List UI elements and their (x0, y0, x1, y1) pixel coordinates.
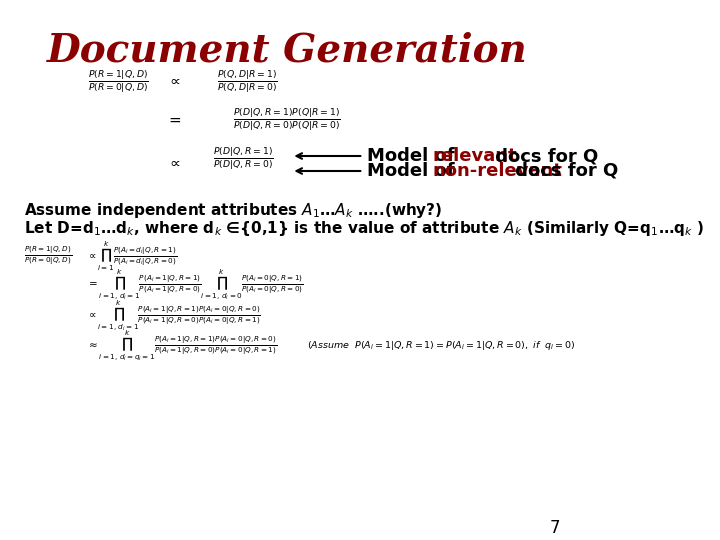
Text: Model of: Model of (367, 147, 461, 165)
Text: relevant: relevant (433, 147, 518, 165)
Text: $\propto$: $\propto$ (167, 155, 181, 169)
Text: $\frac{P(R=1|Q,D)}{P(R=0|Q,D)}$: $\frac{P(R=1|Q,D)}{P(R=0|Q,D)}$ (88, 69, 148, 95)
Text: $\propto \prod_{i=1,\,d_i=1}^{k} \frac{P(A_i=1|Q,R=1)P(A_i=0|Q,R=0)}{P(A_i=1|Q,R: $\propto \prod_{i=1,\,d_i=1}^{k} \frac{P… (86, 299, 261, 333)
Text: $(Assume\ \ P(A_i=1|Q,R=1) = P(A_i=1|Q,R=0),\ if\ \ q_i = 0)$: $(Assume\ \ P(A_i=1|Q,R=1) = P(A_i=1|Q,R… (307, 340, 576, 353)
Text: Model of: Model of (367, 162, 461, 180)
Text: $\frac{P(Q,D|R=1)}{P(Q,D|R=0)}$: $\frac{P(Q,D|R=1)}{P(Q,D|R=0)}$ (217, 69, 278, 95)
Text: non-relevant: non-relevant (433, 162, 562, 180)
Text: $\approx \prod_{i=1,\,d_i=q_i=1}^{k} \frac{P(A_i=1|Q,R=1)P(A_i=0|Q,R=0)}{P(A_i=1: $\approx \prod_{i=1,\,d_i=q_i=1}^{k} \fr… (86, 329, 278, 363)
Text: docs for Q: docs for Q (490, 147, 598, 165)
Text: Assume independent attributes $A_1$…$A_k$ …..(why?): Assume independent attributes $A_1$…$A_k… (24, 200, 442, 219)
Text: Document Generation: Document Generation (47, 32, 528, 70)
Text: docs for Q: docs for Q (508, 162, 618, 180)
Text: 7: 7 (549, 519, 560, 537)
Text: $\propto \prod_{i=1}^{k} \frac{P(A_i=d_i|Q,R=1)}{P(A_i=d_i|Q,R=0)}$: $\propto \prod_{i=1}^{k} \frac{P(A_i=d_i… (86, 239, 178, 273)
Text: $\frac{P(R=1|Q,D)}{P(R=0|Q,D)}$: $\frac{P(R=1|Q,D)}{P(R=0|Q,D)}$ (24, 245, 72, 267)
Text: $\propto$: $\propto$ (167, 73, 181, 87)
Text: Let D=d$_1$…d$_k$, where d$_k$ ∈{0,1} is the value of attribute $A_k$ (Similarly: Let D=d$_1$…d$_k$, where d$_k$ ∈{0,1} is… (24, 219, 704, 238)
Text: $\frac{P(D|Q,R=1)P(Q|R=1)}{P(D|Q,R=0)P(Q|R=0)}$: $\frac{P(D|Q,R=1)P(Q|R=1)}{P(D|Q,R=0)P(Q… (233, 107, 341, 133)
Text: $=$: $=$ (166, 113, 182, 127)
Text: $\frac{P(D|Q,R=1)}{P(D|Q,R=0)}$: $\frac{P(D|Q,R=1)}{P(D|Q,R=0)}$ (213, 146, 274, 172)
Text: $= \prod_{i=1,\,d_i=1}^{k} \frac{P(A_i=1|Q,R=1)}{P(A_i=1|Q,R=0)}\prod_{i=1,\,d_i: $= \prod_{i=1,\,d_i=1}^{k} \frac{P(A_i=1… (86, 268, 304, 302)
